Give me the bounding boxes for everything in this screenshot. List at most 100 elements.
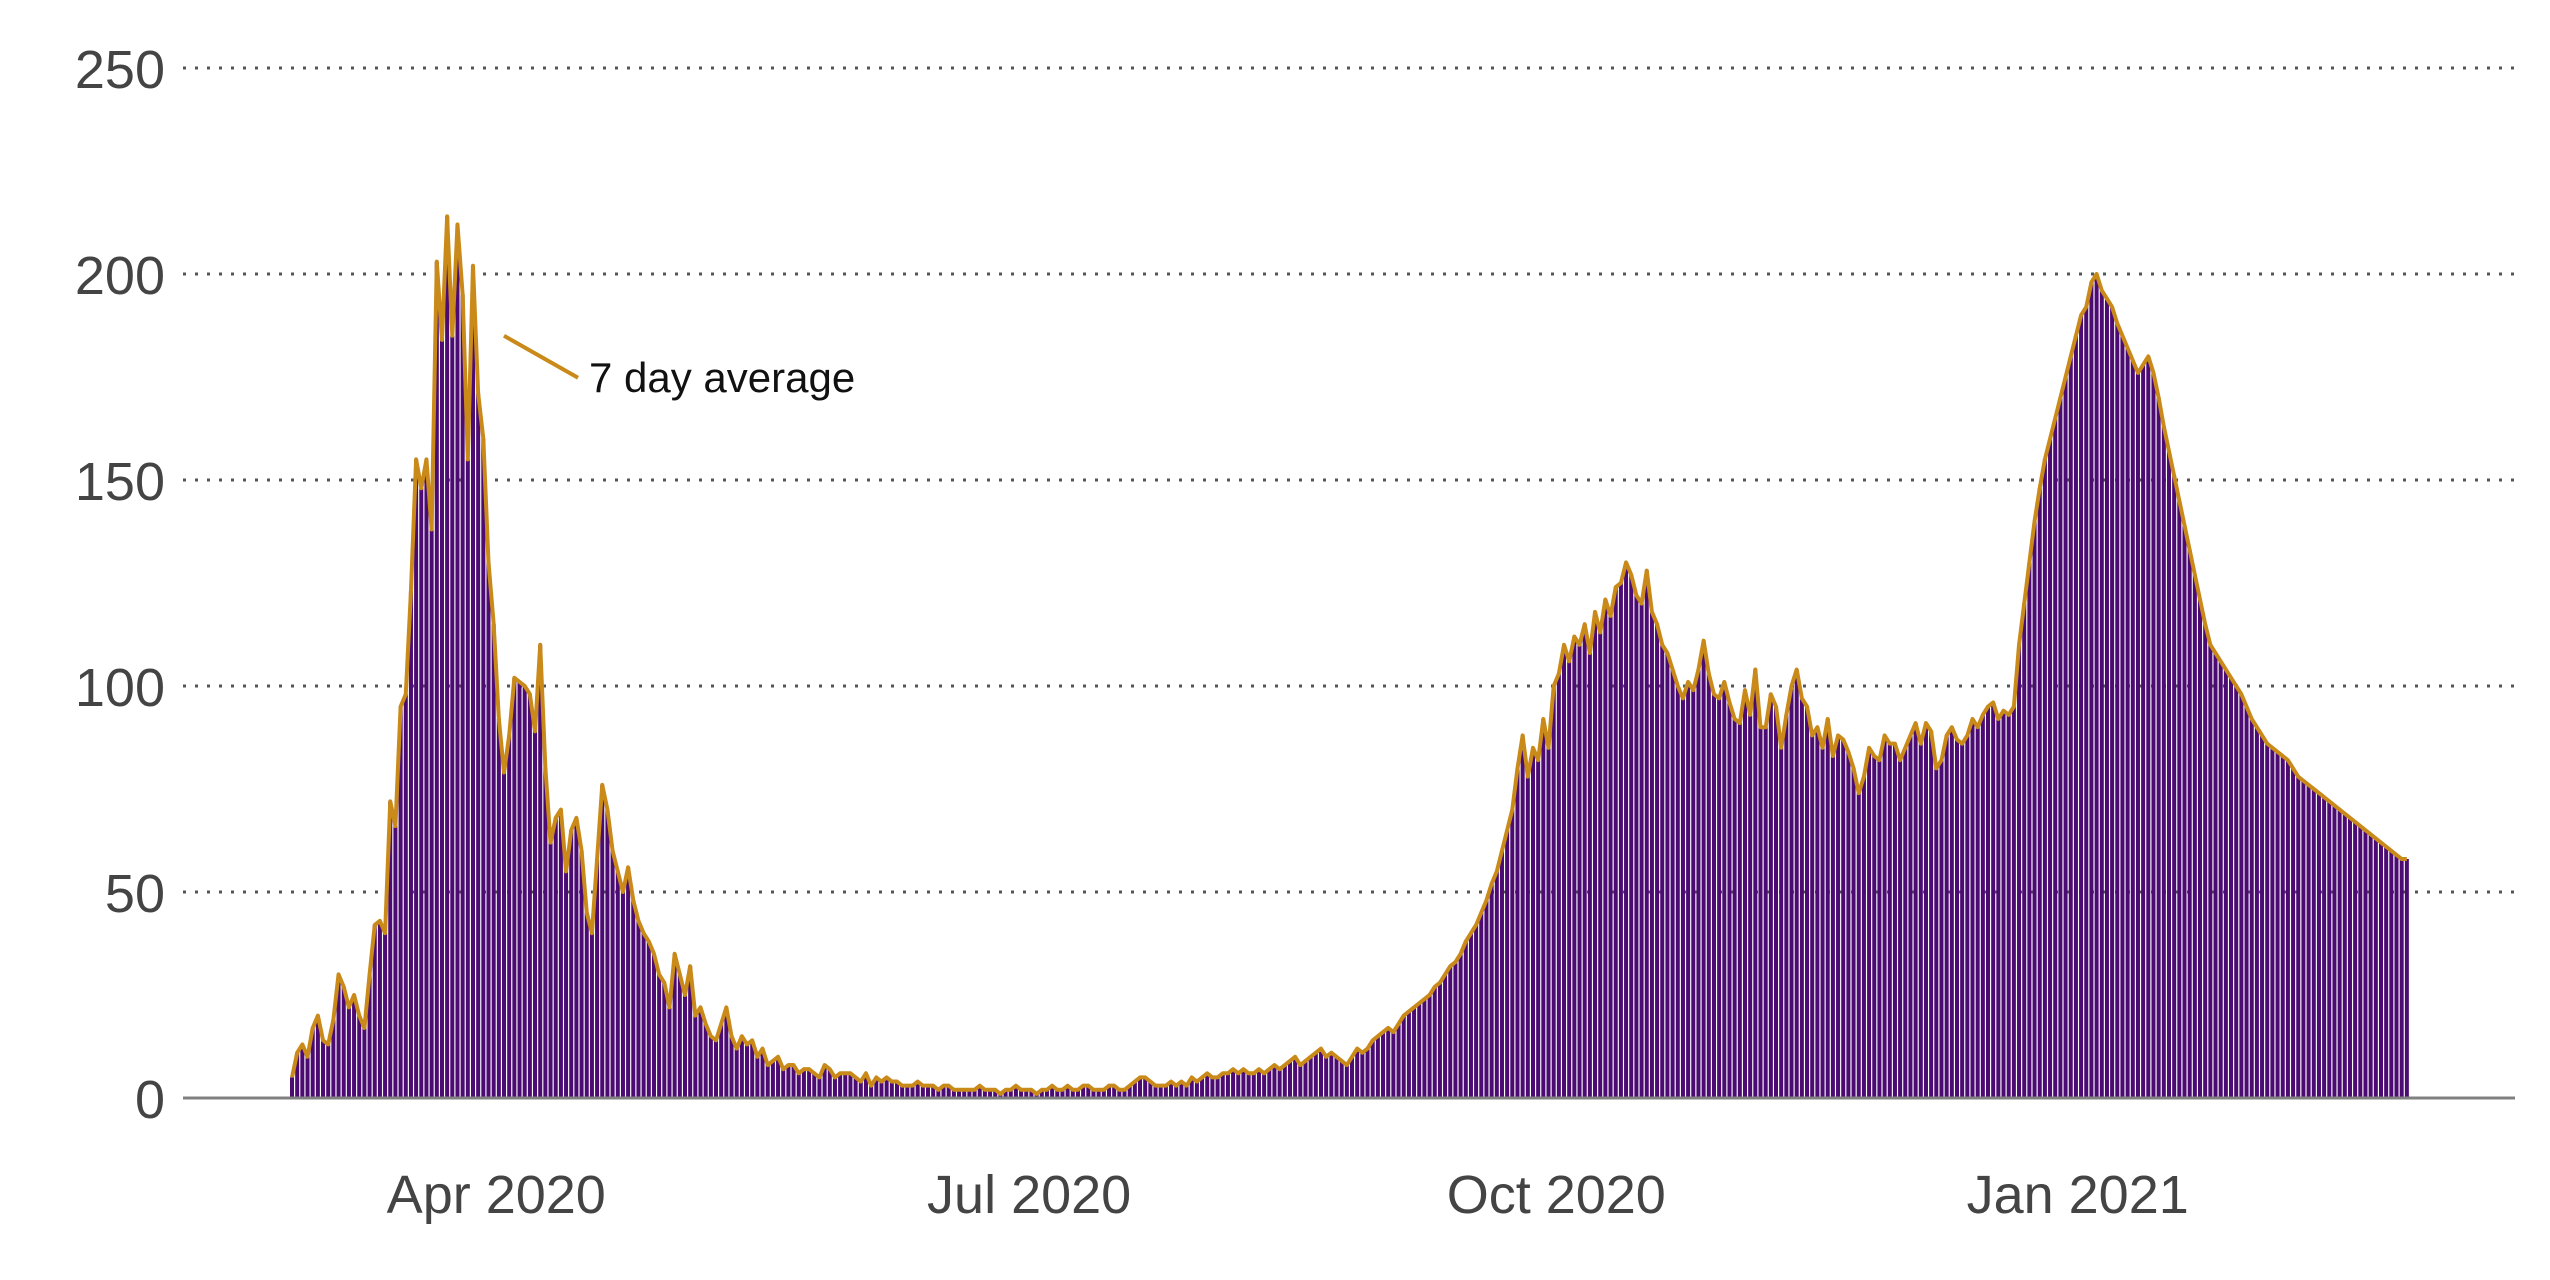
bar <box>300 1044 305 1098</box>
bar <box>1138 1077 1143 1098</box>
bar <box>1463 941 1468 1098</box>
bar <box>1303 1060 1308 1098</box>
bar <box>305 1056 310 1098</box>
bar <box>1344 1065 1349 1098</box>
bar <box>398 706 403 1098</box>
bar <box>538 644 543 1098</box>
bar <box>1903 747 1908 1098</box>
bar <box>1210 1077 1215 1098</box>
bar <box>1256 1069 1261 1098</box>
bar <box>1789 686 1794 1098</box>
bar <box>1779 747 1784 1098</box>
bar <box>1510 809 1515 1098</box>
bar <box>517 681 522 1098</box>
x-tick-label: Jul 2020 <box>927 1165 1131 1225</box>
bar <box>1929 731 1934 1098</box>
bar <box>2141 364 2146 1098</box>
bar <box>1334 1056 1339 1098</box>
bar <box>672 953 677 1098</box>
bar <box>2337 809 2342 1098</box>
bar <box>2239 694 2244 1098</box>
bar <box>1556 673 1561 1098</box>
bar <box>2187 550 2192 1098</box>
bar <box>1494 871 1499 1098</box>
bar <box>905 1085 910 1098</box>
bar <box>2135 372 2140 1098</box>
bar <box>1774 706 1779 1098</box>
bar <box>2156 397 2161 1099</box>
bar <box>838 1073 843 1098</box>
bar <box>2037 488 2042 1098</box>
bar <box>393 826 398 1098</box>
bar <box>1722 681 1727 1098</box>
bar <box>1417 1003 1422 1098</box>
bar <box>1381 1032 1386 1098</box>
bar <box>2394 854 2399 1098</box>
bar <box>2198 599 2203 1098</box>
bar <box>739 1036 744 1098</box>
bar <box>2373 838 2378 1098</box>
bar <box>894 1081 900 1098</box>
bar <box>1096 1089 1101 1098</box>
bar <box>1639 603 1644 1098</box>
bar <box>1965 735 1970 1098</box>
bar <box>941 1085 946 1098</box>
bar <box>1960 743 1965 1098</box>
bar <box>1944 735 1949 1098</box>
bar <box>491 624 496 1098</box>
bar <box>1443 974 1448 1098</box>
bar <box>1468 933 1473 1098</box>
bar <box>1934 768 1939 1098</box>
bar <box>1675 686 1680 1098</box>
bar <box>1386 1027 1391 1098</box>
bar <box>1877 760 1882 1098</box>
bar <box>1101 1089 1106 1098</box>
bar <box>1050 1085 1055 1098</box>
bar <box>1075 1089 1080 1098</box>
bar <box>1706 673 1711 1098</box>
bar <box>605 809 610 1098</box>
bar <box>439 339 444 1098</box>
bar <box>1505 830 1510 1098</box>
bar <box>346 1007 351 1098</box>
bar <box>1122 1089 1127 1098</box>
bar <box>589 933 594 1098</box>
bar <box>1634 595 1639 1098</box>
bar <box>1287 1060 1292 1098</box>
bar <box>2296 776 2301 1098</box>
bar <box>698 1007 703 1098</box>
bar <box>486 562 491 1098</box>
bar <box>1396 1023 1401 1098</box>
bar <box>434 261 439 1098</box>
bar <box>1525 776 1530 1098</box>
bar <box>1799 698 1804 1098</box>
bar <box>957 1089 962 1098</box>
bar <box>1298 1065 1303 1098</box>
bar <box>1758 727 1763 1098</box>
bar <box>1986 706 1991 1098</box>
bar <box>1913 723 1918 1098</box>
bar <box>533 731 538 1098</box>
bar <box>1582 624 1587 1098</box>
bar <box>2125 348 2130 1098</box>
bar <box>295 1052 300 1098</box>
bar <box>1603 599 1608 1098</box>
bar <box>2161 426 2166 1098</box>
bar <box>724 1007 729 1098</box>
bar <box>2146 356 2151 1098</box>
bar <box>693 1015 698 1098</box>
bar <box>1489 883 1494 1098</box>
bar <box>1991 702 1996 1098</box>
bar <box>1355 1048 1360 1098</box>
bar <box>1820 747 1825 1098</box>
bar <box>1846 751 1851 1098</box>
bar <box>662 982 667 1098</box>
bar <box>1091 1089 1096 1098</box>
bar <box>1313 1052 1318 1098</box>
bar <box>2203 624 2208 1098</box>
bar <box>1536 760 1541 1098</box>
bar <box>786 1065 791 1098</box>
bar <box>982 1089 987 1098</box>
bar-series <box>290 216 2409 1099</box>
bar <box>2006 714 2011 1098</box>
